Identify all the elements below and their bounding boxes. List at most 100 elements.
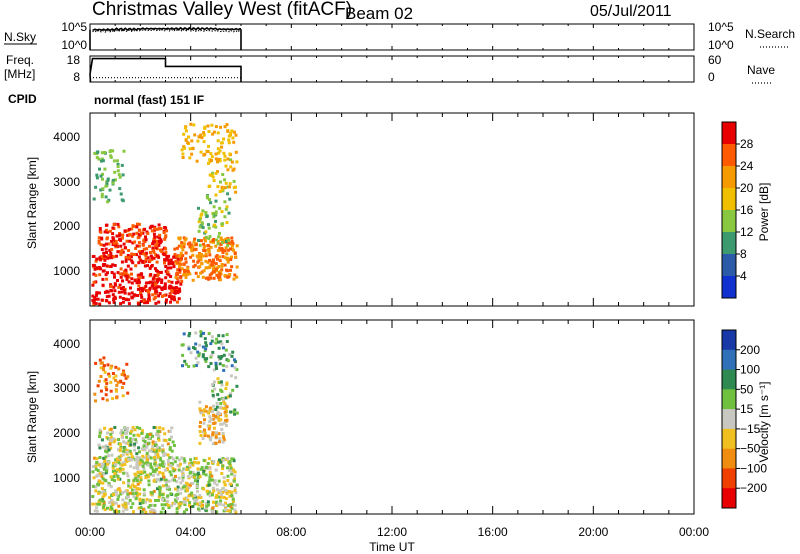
beam-title: Beam 02 bbox=[345, 4, 413, 23]
data-cell bbox=[143, 470, 147, 474]
data-cell bbox=[118, 463, 122, 467]
data-cell bbox=[105, 388, 109, 392]
data-cell bbox=[95, 257, 99, 261]
data-cell bbox=[112, 272, 116, 276]
data-cell bbox=[222, 435, 226, 439]
data-cell bbox=[202, 458, 206, 462]
data-cell bbox=[200, 331, 204, 335]
data-cell bbox=[197, 135, 201, 139]
data-cell bbox=[214, 442, 218, 445]
data-cell bbox=[152, 426, 156, 429]
time-tick-label: 08:00 bbox=[276, 525, 306, 539]
data-cell bbox=[103, 167, 107, 171]
data-cell bbox=[98, 480, 102, 483]
data-cell bbox=[208, 173, 212, 177]
data-cell bbox=[214, 431, 218, 435]
data-cell bbox=[101, 283, 105, 287]
data-cell bbox=[101, 477, 105, 481]
data-cell bbox=[211, 478, 214, 482]
data-cell bbox=[179, 258, 183, 262]
data-cell bbox=[200, 261, 204, 265]
data-cell bbox=[112, 285, 116, 289]
data-cell bbox=[208, 253, 212, 257]
data-cell bbox=[117, 504, 121, 508]
data-cell bbox=[114, 458, 118, 462]
data-cell bbox=[209, 342, 213, 346]
power-colorbar-swatch bbox=[722, 144, 736, 167]
data-cell bbox=[228, 152, 232, 156]
data-cell bbox=[121, 233, 125, 237]
power-colorbar-tick-label: 20 bbox=[740, 181, 754, 195]
data-cell bbox=[183, 126, 187, 130]
data-cell bbox=[94, 361, 98, 365]
data-cell bbox=[127, 439, 131, 443]
data-cell bbox=[174, 487, 177, 491]
power-panel: 4000 3000 2000 1000 Slant Range [km] bbox=[25, 112, 695, 307]
data-cell bbox=[224, 396, 228, 400]
data-cell bbox=[214, 262, 218, 266]
data-cell bbox=[145, 461, 149, 465]
data-cell bbox=[209, 417, 213, 421]
data-cell bbox=[125, 435, 129, 439]
data-cell bbox=[196, 507, 200, 511]
data-cell bbox=[179, 244, 183, 248]
data-cell bbox=[111, 464, 115, 468]
date-title: 05/Jul/2011 bbox=[590, 3, 672, 20]
data-cell bbox=[210, 260, 214, 264]
data-cell bbox=[210, 335, 214, 339]
data-cell bbox=[209, 152, 213, 156]
data-cell bbox=[230, 457, 234, 461]
data-cell bbox=[124, 441, 128, 445]
data-cell bbox=[112, 440, 116, 444]
data-cell bbox=[231, 457, 235, 461]
power-colorbar-tick-label: 4 bbox=[740, 269, 747, 283]
data-cell bbox=[210, 173, 214, 177]
data-cell bbox=[164, 293, 168, 297]
data-cell bbox=[98, 256, 102, 260]
data-cell bbox=[108, 188, 112, 192]
data-cell bbox=[175, 255, 179, 259]
data-cell bbox=[220, 241, 224, 244]
data-cell bbox=[101, 495, 105, 499]
data-cell bbox=[207, 480, 211, 484]
nsky-series bbox=[89, 26, 242, 50]
data-cell bbox=[107, 483, 111, 487]
data-cell bbox=[201, 430, 205, 434]
data-cell bbox=[170, 295, 174, 299]
data-cell bbox=[210, 353, 214, 357]
data-cell bbox=[210, 339, 214, 343]
data-cell bbox=[139, 293, 143, 297]
data-cell bbox=[199, 271, 203, 275]
data-cell bbox=[204, 252, 208, 256]
data-cell bbox=[198, 425, 202, 428]
data-cell bbox=[141, 260, 145, 264]
data-cell bbox=[111, 178, 115, 182]
power-colorbar-swatch bbox=[722, 210, 736, 233]
data-cell bbox=[133, 428, 137, 432]
data-cell bbox=[128, 491, 132, 495]
data-cell bbox=[124, 259, 128, 263]
data-cell bbox=[211, 486, 215, 490]
time-axis-label: Time UT bbox=[369, 540, 415, 554]
data-cell bbox=[154, 443, 158, 447]
data-cell bbox=[119, 431, 123, 435]
data-cell bbox=[167, 461, 170, 465]
data-cell bbox=[104, 195, 108, 199]
data-cell bbox=[194, 364, 198, 367]
data-cell bbox=[154, 253, 158, 257]
data-cell bbox=[207, 457, 211, 461]
data-cell bbox=[207, 223, 210, 227]
data-cell bbox=[163, 237, 167, 241]
data-cell bbox=[186, 482, 190, 486]
data-cell bbox=[230, 354, 234, 358]
data-cell bbox=[194, 342, 198, 346]
data-cell bbox=[214, 495, 218, 499]
data-cell bbox=[146, 301, 150, 305]
data-cell bbox=[133, 485, 137, 489]
nave-label: Nave bbox=[747, 63, 775, 77]
data-cell bbox=[136, 470, 140, 474]
data-cell bbox=[214, 255, 218, 259]
data-cell bbox=[141, 498, 145, 502]
velocity-data bbox=[91, 330, 239, 514]
data-cell bbox=[194, 477, 198, 481]
